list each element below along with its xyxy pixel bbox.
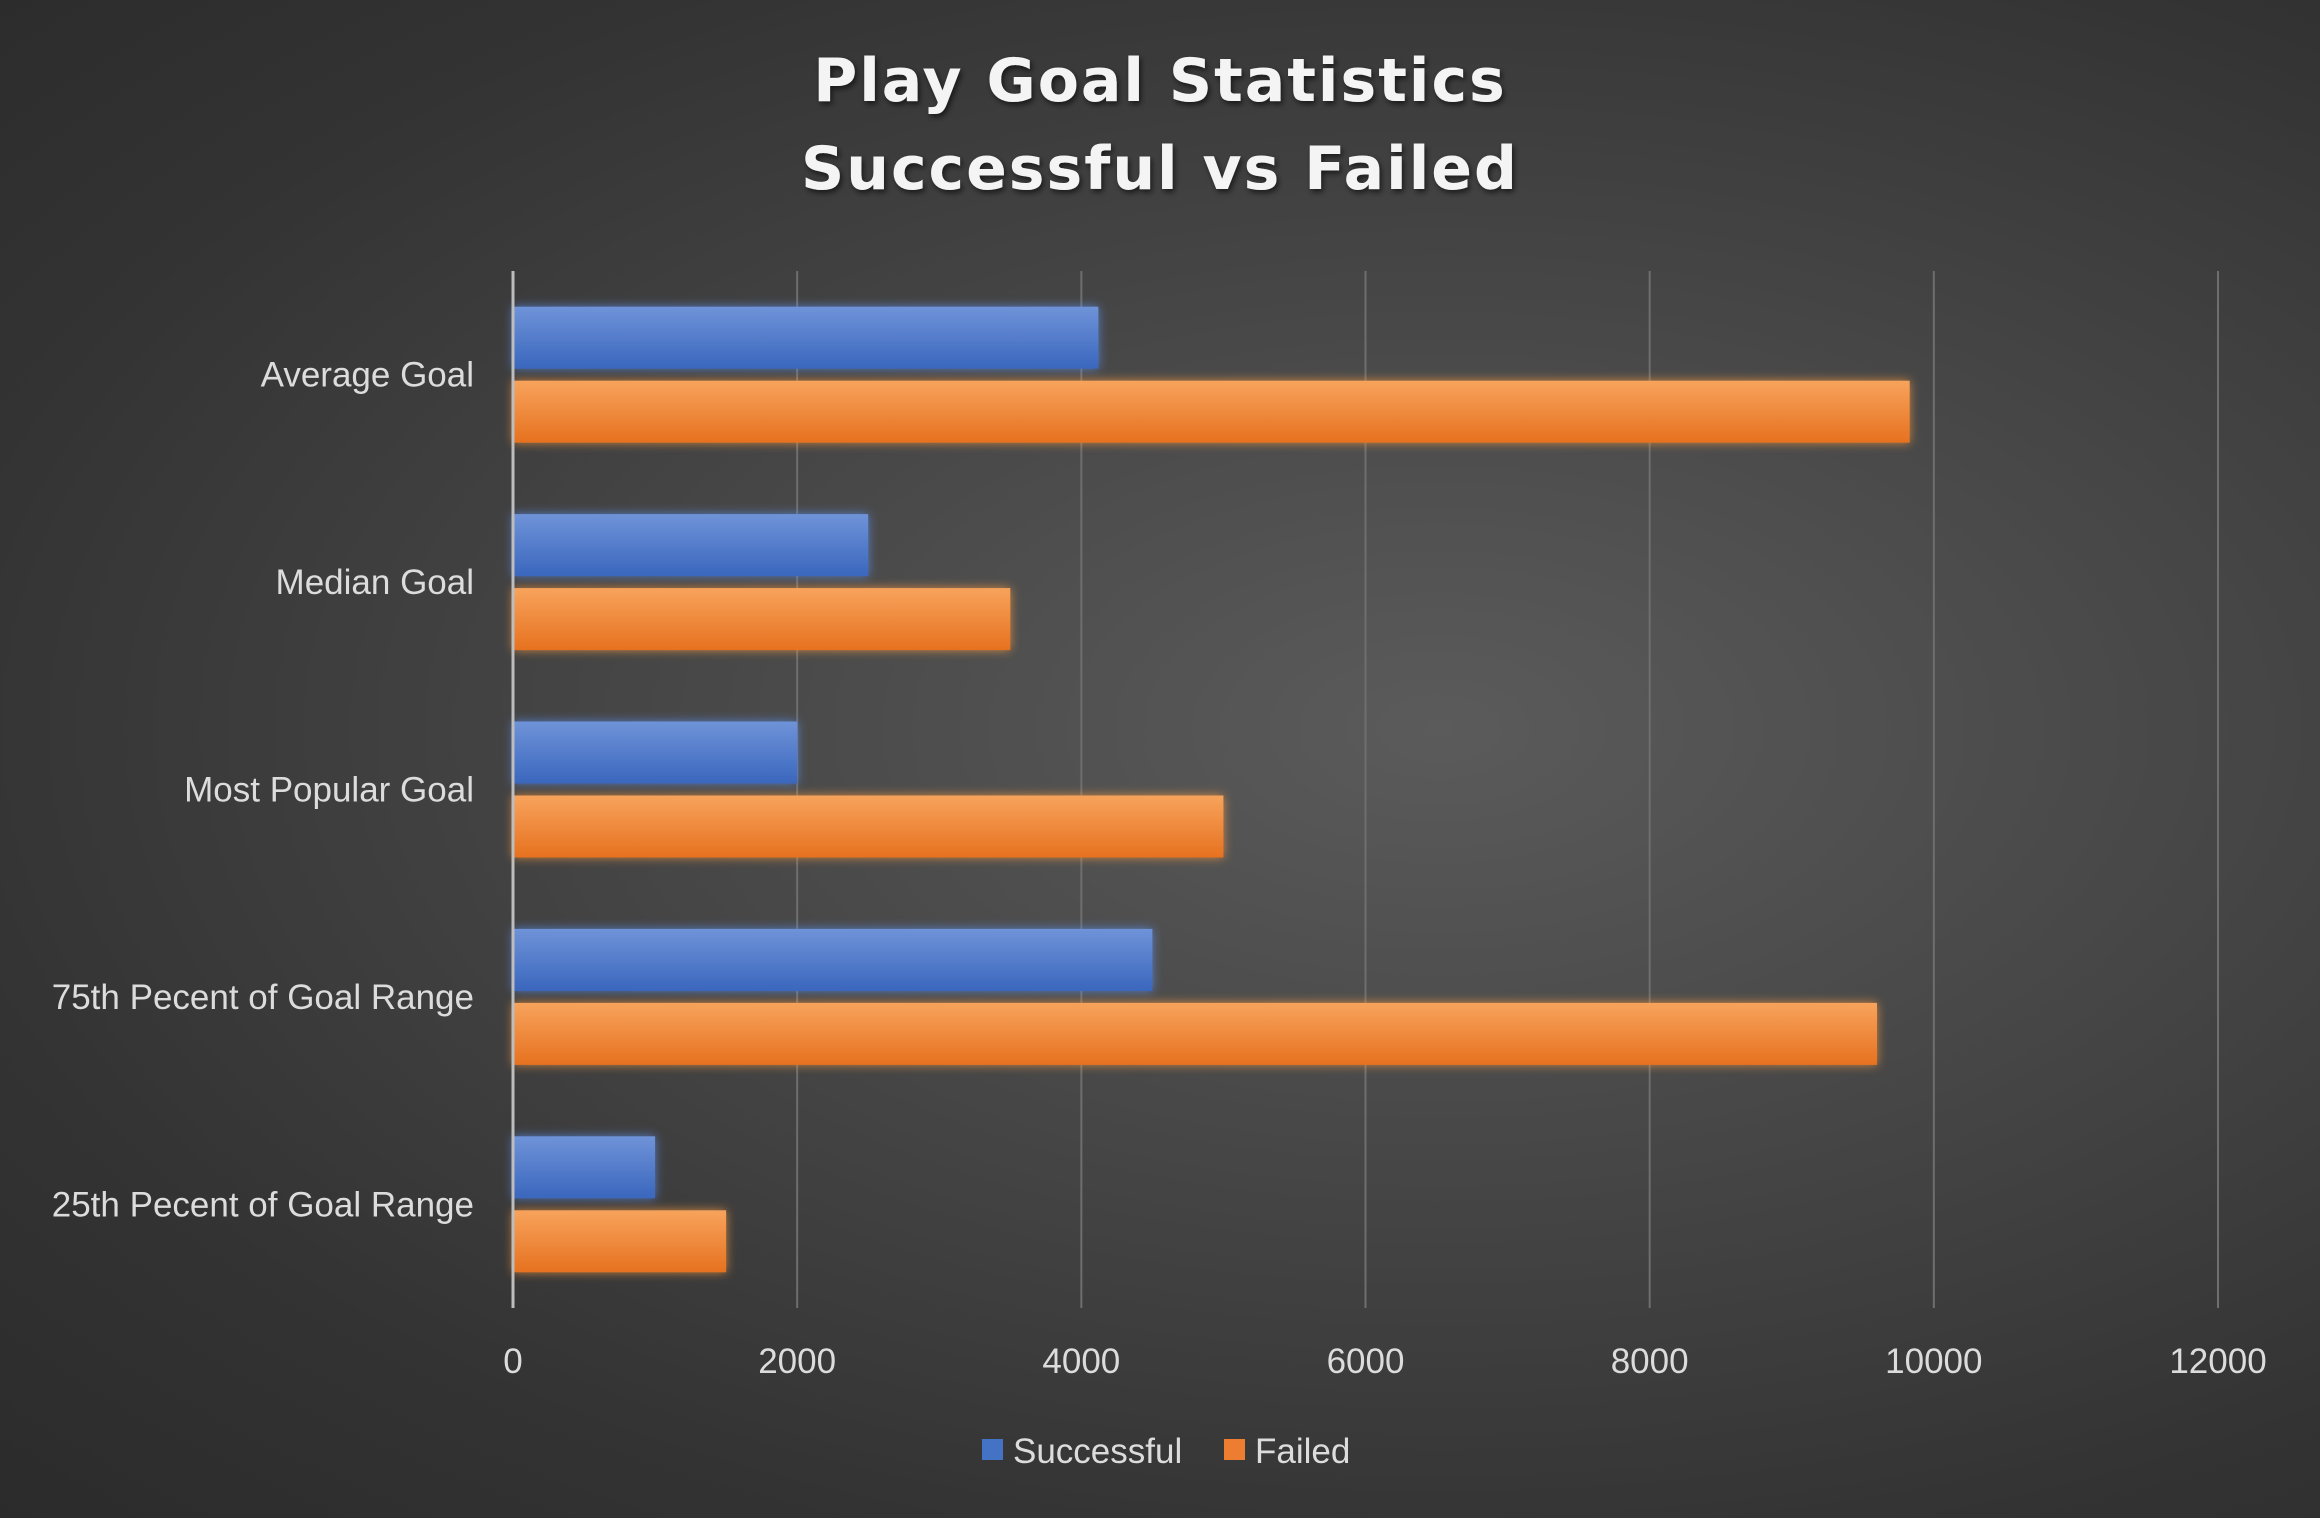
category-label-most-popular-goal: Most Popular Goal [184,771,474,810]
category-label-average-goal: Average Goal [261,356,474,395]
bar-successful-25th-pecent-of-goal-range [513,1136,656,1199]
bar-successful-75th-pecent-of-goal-range [513,928,1153,991]
legend-swatch-successful [982,1439,1003,1460]
bar-failed-75th-pecent-of-goal-range [513,1002,1877,1065]
legend-label-successful: Successful [1013,1432,1182,1471]
x-tick-label-8000: 8000 [1611,1342,1689,1381]
bar-successful-median-goal [513,514,869,577]
gridlines [796,271,2219,1308]
axes: 0 2000 4000 6000 8000 10000 12000 Average Goal M… [52,271,2267,1381]
legend: Successful Failed [982,1432,1350,1471]
category-label-75th-pecent-of-goal-range: 75th Pecent of Goal Range [52,978,474,1017]
bars [513,306,1910,1273]
x-tick-label-4000: 4000 [1042,1342,1120,1381]
x-tick-label-0: 0 [503,1342,522,1381]
bar-successful-average-goal [513,306,1099,369]
bar-failed-average-goal [513,380,1910,443]
bar-successful-most-popular-goal [513,721,798,784]
bar-failed-most-popular-goal [513,795,1224,858]
chart-title: Play Goal Statistics Successful vs Faile… [801,46,1519,204]
chart-title-line-1: Play Goal Statistics [813,46,1506,116]
chart-title-line-2: Successful vs Failed [801,134,1519,204]
bar-failed-median-goal [513,588,1011,651]
x-tick-label-6000: 6000 [1327,1342,1405,1381]
legend-swatch-failed [1224,1439,1245,1460]
legend-label-failed: Failed [1255,1432,1350,1471]
x-tick-label-10000: 10000 [1885,1342,1982,1381]
category-label-median-goal: Median Goal [276,563,474,602]
category-label-25th-pecent-of-goal-range: 25th Pecent of Goal Range [52,1185,474,1224]
x-tick-label-2000: 2000 [758,1342,836,1381]
x-tick-label-12000: 12000 [2169,1342,2266,1381]
bar-failed-25th-pecent-of-goal-range [513,1210,727,1273]
